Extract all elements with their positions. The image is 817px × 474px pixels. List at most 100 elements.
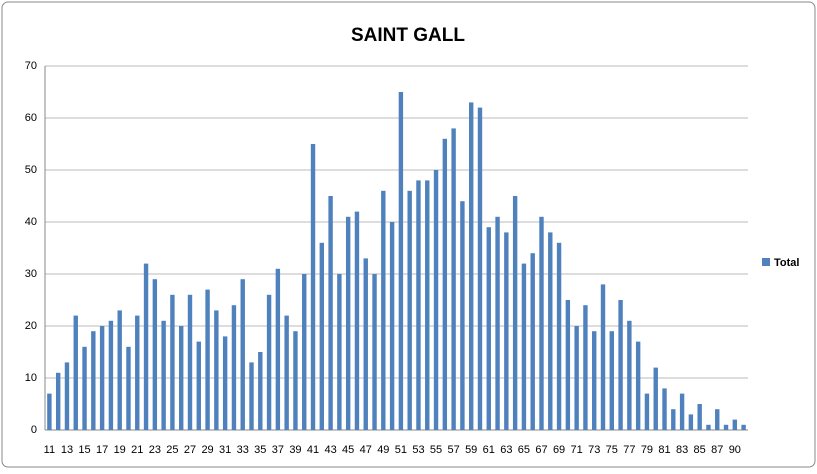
x-tick-label: 19	[114, 444, 126, 456]
bar	[609, 331, 614, 430]
x-tick-label: 59	[465, 444, 477, 456]
bar	[319, 242, 325, 430]
x-tick-label: 49	[377, 444, 389, 456]
y-tick-label: 60	[25, 112, 37, 124]
bar	[389, 222, 395, 430]
x-tick-label: 55	[430, 444, 442, 456]
bar	[73, 315, 78, 430]
x-tick-label: 31	[219, 444, 231, 456]
bar	[635, 341, 641, 430]
x-tick-label: 57	[447, 444, 459, 456]
bar	[715, 409, 720, 430]
bar	[653, 367, 658, 430]
bar	[47, 393, 52, 430]
bar	[741, 424, 746, 430]
bar	[732, 419, 738, 430]
x-tick-label: 61	[483, 444, 495, 456]
x-tick-label: 13	[61, 444, 73, 456]
bar	[530, 253, 535, 430]
bar	[504, 232, 509, 430]
x-tick-label: 69	[553, 444, 565, 456]
y-tick-label: 70	[25, 60, 37, 72]
bar	[416, 180, 421, 430]
bar	[592, 331, 597, 430]
y-tick-label: 20	[25, 320, 37, 332]
y-tick-label: 40	[25, 216, 37, 228]
bar	[495, 216, 500, 430]
x-tick-label: 81	[658, 444, 670, 456]
bar	[55, 372, 61, 430]
x-tick-label: 21	[131, 444, 143, 456]
bar	[521, 263, 527, 430]
bar	[143, 263, 149, 430]
bar	[662, 388, 667, 430]
bar	[284, 315, 289, 430]
bar	[486, 227, 491, 430]
x-tick-label: 51	[395, 444, 407, 456]
x-tick-label: 85	[694, 444, 706, 456]
bar	[345, 216, 351, 430]
y-tick-label: 0	[31, 424, 37, 436]
bar	[337, 274, 342, 430]
x-tick-label: 63	[500, 444, 512, 456]
bar	[425, 180, 430, 430]
x-tick-label: 47	[360, 444, 372, 456]
bar	[152, 279, 158, 430]
x-tick-label: 11	[44, 444, 55, 456]
bar	[82, 346, 87, 430]
bar	[627, 320, 632, 430]
y-tick-label: 30	[25, 268, 37, 280]
bar	[135, 315, 140, 430]
bar	[293, 331, 298, 430]
bar	[671, 409, 676, 430]
bar	[600, 284, 606, 430]
bar	[161, 320, 166, 430]
bar	[451, 128, 456, 430]
bar	[117, 310, 122, 430]
bar	[302, 274, 307, 430]
bar	[556, 242, 562, 430]
x-tick-label: 79	[641, 444, 653, 456]
bar	[222, 336, 228, 430]
bar	[205, 289, 210, 430]
bar	[697, 404, 702, 430]
chart-title: SAINT GALL	[351, 25, 465, 46]
x-tick-label: 83	[676, 444, 688, 456]
x-tick-label: 39	[289, 444, 301, 456]
bar	[91, 331, 96, 430]
bar	[618, 300, 623, 430]
x-tick-label: 71	[571, 444, 583, 456]
bar	[398, 92, 404, 430]
bar	[187, 294, 193, 430]
legend-swatch	[762, 258, 770, 266]
x-tick-label: 23	[149, 444, 161, 456]
legend-label: Total	[774, 257, 799, 269]
bar	[679, 393, 685, 430]
bar	[433, 170, 439, 430]
bar	[328, 196, 333, 430]
x-tick-label: 17	[96, 444, 108, 456]
bar	[583, 305, 588, 430]
x-tick-label: 35	[254, 444, 266, 456]
x-tick-label: 90	[729, 444, 741, 456]
bar	[468, 102, 474, 431]
y-tick-label: 10	[25, 372, 37, 384]
bar	[644, 393, 650, 430]
bar	[574, 326, 579, 430]
bar	[275, 268, 281, 430]
x-tick-label: 43	[324, 444, 336, 456]
bar	[460, 201, 465, 430]
bar	[249, 362, 254, 430]
bar	[354, 211, 360, 430]
bar	[548, 232, 553, 430]
bar	[258, 352, 263, 430]
bar	[99, 326, 105, 430]
bar	[477, 107, 483, 430]
x-tick-label: 15	[78, 444, 90, 456]
x-tick-label: 65	[518, 444, 530, 456]
x-tick-label: 87	[711, 444, 723, 456]
bar	[512, 196, 518, 430]
x-tick-label: 41	[307, 444, 319, 456]
bar	[539, 216, 544, 430]
